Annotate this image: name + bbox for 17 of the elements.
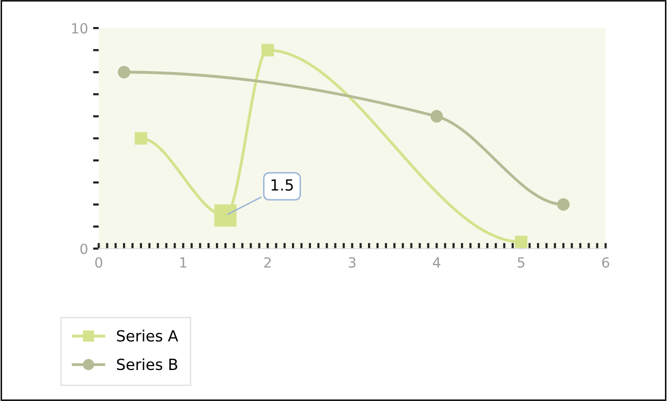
legend-label: Series A <box>117 330 178 342</box>
x-tick-label: 5 <box>518 257 524 268</box>
x-tick-label: 3 <box>348 257 356 268</box>
x-tick-label: 1 <box>180 257 186 268</box>
point <box>557 198 570 211</box>
point <box>118 66 130 78</box>
x-tick-label: 6 <box>602 257 610 268</box>
point <box>430 110 443 123</box>
legend-label: Series B <box>117 358 178 370</box>
x-tick-label: 2 <box>264 257 271 268</box>
x-tick-label: 4 <box>432 257 440 268</box>
y-tick-label: 10 <box>72 23 88 34</box>
point <box>134 132 148 145</box>
point <box>514 236 528 248</box>
x-tick-label: 0 <box>95 257 102 268</box>
annotation: 1.5 <box>272 179 293 191</box>
point <box>261 44 274 56</box>
